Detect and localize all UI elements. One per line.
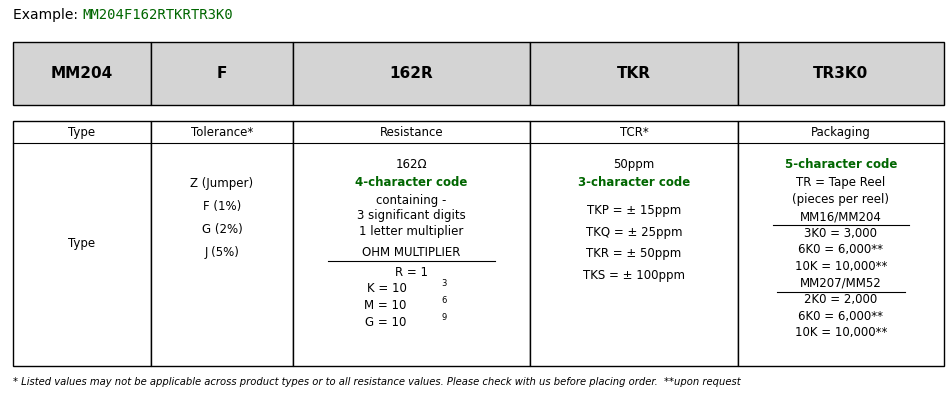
Text: TKS = ± 100ppm: TKS = ± 100ppm [583,269,685,282]
Text: TR3K0: TR3K0 [813,66,868,81]
Text: containing -: containing - [376,193,446,206]
Text: MM204: MM204 [50,66,113,81]
Text: R = 1: R = 1 [395,266,428,279]
Text: TR = Tape Reel: TR = Tape Reel [796,176,885,189]
Text: TKR = ± 50ppm: TKR = ± 50ppm [586,247,681,260]
Text: 9: 9 [441,313,446,322]
Text: 6K0 = 6,000**: 6K0 = 6,000** [798,310,884,323]
FancyBboxPatch shape [12,43,151,105]
Text: Type: Type [68,126,95,139]
Text: 6: 6 [441,296,446,305]
Text: 5-character code: 5-character code [785,158,897,171]
FancyBboxPatch shape [151,43,293,105]
Text: Resistance: Resistance [380,126,444,139]
FancyBboxPatch shape [151,121,293,366]
Text: Type: Type [68,238,95,251]
Text: G = 10: G = 10 [366,316,407,329]
Text: 50ppm: 50ppm [614,158,655,171]
Text: MM207/MM52: MM207/MM52 [800,277,882,290]
Text: 4-character code: 4-character code [355,176,467,189]
Text: MM204F162RTKRTR3K0: MM204F162RTKRTR3K0 [82,8,233,22]
Text: 162Ω: 162Ω [395,158,428,171]
Text: * Listed values may not be applicable across product types or to all resistance : * Listed values may not be applicable ac… [12,377,740,387]
Text: G (2%): G (2%) [201,223,242,236]
FancyBboxPatch shape [738,43,943,105]
Text: Example:: Example: [12,8,82,22]
Text: TKR: TKR [617,66,651,81]
Text: TKP = ± 15ppm: TKP = ± 15ppm [587,204,681,217]
Text: 10K = 10,000**: 10K = 10,000** [795,260,887,273]
Text: 2K0 = 2,000: 2K0 = 2,000 [805,294,878,307]
Text: 3K0 = 3,000: 3K0 = 3,000 [805,227,878,240]
Text: TKQ = ± 25ppm: TKQ = ± 25ppm [586,226,682,239]
FancyBboxPatch shape [12,121,151,366]
Text: 3 significant digits: 3 significant digits [357,209,466,222]
Text: TCR*: TCR* [619,126,648,139]
Text: 6K0 = 6,000**: 6K0 = 6,000** [798,243,884,256]
Text: F (1%): F (1%) [203,200,241,213]
Text: Tolerance*: Tolerance* [191,126,253,139]
Text: J (5%): J (5%) [204,246,239,259]
FancyBboxPatch shape [293,121,530,366]
Text: Z (Jumper): Z (Jumper) [191,177,254,190]
Text: 1 letter multiplier: 1 letter multiplier [359,225,464,238]
FancyBboxPatch shape [530,121,738,366]
Text: F: F [217,66,227,81]
Text: K = 10: K = 10 [367,282,407,296]
Text: (pieces per reel): (pieces per reel) [792,193,889,206]
FancyBboxPatch shape [530,43,738,105]
FancyBboxPatch shape [738,121,943,366]
Text: 162R: 162R [390,66,433,81]
Text: 3: 3 [441,279,446,288]
FancyBboxPatch shape [293,43,530,105]
Text: 10K = 10,000**: 10K = 10,000** [795,326,887,339]
Text: MM16/MM204: MM16/MM204 [800,210,882,223]
Text: M = 10: M = 10 [365,299,407,312]
Text: Packaging: Packaging [811,126,871,139]
Text: OHM MULTIPLIER: OHM MULTIPLIER [362,246,461,259]
Text: 3-character code: 3-character code [578,176,690,189]
